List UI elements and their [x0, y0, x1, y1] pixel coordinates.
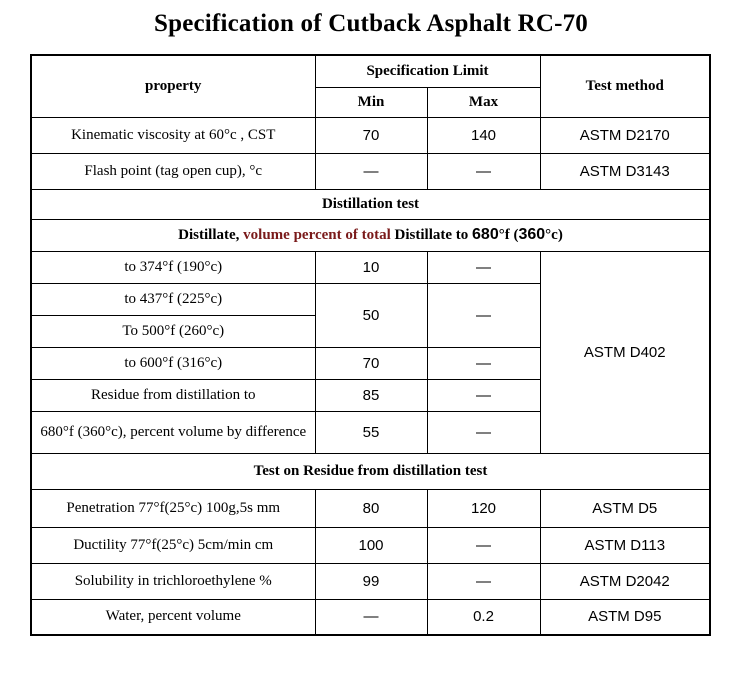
header-property: property — [30, 54, 316, 118]
min-cell: 80 — [314, 488, 428, 528]
method-cell-distillation: ASTM D402 — [539, 250, 711, 454]
property-cell: Flash point (tag open cup), °c — [30, 152, 316, 190]
max-cell: — — [426, 152, 541, 190]
specification-table: property Specification Limit Test method… — [30, 54, 712, 636]
table-row: to 437°f (225°c) 50 — — [30, 282, 710, 348]
method-cell: ASTM D2042 — [539, 562, 711, 600]
method-cell: ASTM D3143 — [539, 152, 711, 190]
min-cell: 55 — [314, 410, 428, 454]
property-cell: Kinematic viscosity at 60°c , CST — [30, 116, 316, 154]
property-cell: Residue from distillation to — [30, 378, 316, 412]
min-cell-merged: 50 — [314, 282, 428, 348]
min-cell: — — [314, 152, 428, 190]
max-cell: — — [426, 250, 541, 284]
table-row: Ductility 77°f(25°c) 5cm/min cm 100 — AS… — [30, 526, 711, 564]
header-spec-limit: Specification Limit — [314, 54, 541, 88]
section-title-distillation: Distillation test — [30, 188, 711, 220]
header-subrow: Min Max — [31, 86, 710, 118]
method-cell: ASTM D5 — [539, 488, 711, 528]
max-cell: — — [426, 562, 541, 600]
table-row: To 500°f (260°c) — [30, 314, 710, 348]
property-cell: Solubility in trichloroethylene % — [30, 562, 316, 600]
property-cell: To 500°f (260°c) — [30, 314, 316, 348]
table-row: to 374°f (190°c) 10 — ASTM D402 — [30, 250, 711, 454]
table-row: Solubility in trichloroethylene % 99 — A… — [30, 562, 711, 600]
property-cell: Ductility 77°f(25°c) 5cm/min cm — [30, 526, 316, 564]
property-cell: Water, percent volume — [30, 598, 316, 636]
max-cell: — — [426, 410, 541, 454]
max-cell-merged: — — [426, 282, 541, 348]
property-cell: Penetration 77°f(25°c) 100g,5s mm — [30, 488, 316, 528]
table-row: Water, percent volume — 0.2 ASTM D95 — [30, 598, 711, 636]
header-row: property Specification Limit Test method — [30, 54, 711, 118]
section-row: Test on Residue from distillation test — [30, 452, 711, 490]
table-row: to 600°f (316°c) 70 — — [30, 346, 710, 380]
max-cell: — — [426, 378, 541, 412]
max-cell: 140 — [426, 116, 541, 154]
section-title-residue: Test on Residue from distillation test — [30, 452, 711, 490]
header-test-method: Test method — [539, 54, 711, 118]
table-row: 680°f (360°c), percent volume by differe… — [30, 410, 710, 454]
max-cell: 0.2 — [426, 598, 541, 636]
table-row: Residue from distillation to 85 — — [30, 378, 710, 412]
method-cell: ASTM D2170 — [539, 116, 711, 154]
min-cell: 70 — [314, 116, 428, 154]
property-cell: to 374°f (190°c) — [30, 250, 316, 284]
property-cell: to 437°f (225°c) — [30, 282, 316, 316]
method-cell: ASTM D113 — [539, 526, 711, 564]
min-cell: 100 — [314, 526, 428, 564]
method-cell: ASTM D95 — [539, 598, 711, 636]
max-cell: 120 — [426, 488, 541, 528]
min-cell: 10 — [314, 250, 428, 284]
min-cell: 70 — [314, 346, 428, 380]
page-title: Specification of Cutback Asphalt RC-70 — [153, 10, 589, 37]
min-cell: — — [314, 598, 428, 636]
header-min: Min — [314, 86, 428, 118]
min-cell: 99 — [314, 562, 428, 600]
max-cell: — — [426, 346, 541, 380]
table-row: Flash point (tag open cup), °c — — ASTM … — [30, 152, 711, 190]
property-cell: 680°f (360°c), percent volume by differe… — [30, 410, 316, 454]
section-row: Distillation test — [30, 188, 711, 220]
section-subtitle-row: Distillate, volume percent of total Dist… — [30, 218, 711, 252]
table-row: Penetration 77°f(25°c) 100g,5s mm 80 120… — [30, 488, 711, 528]
header-max: Max — [426, 86, 541, 118]
table-row: Kinematic viscosity at 60°c , CST 70 140… — [30, 116, 711, 154]
min-cell: 85 — [314, 378, 428, 412]
distillate-subtitle: Distillate, volume percent of total Dist… — [30, 218, 711, 252]
max-cell: — — [426, 526, 541, 564]
property-cell: to 600°f (316°c) — [30, 346, 316, 380]
